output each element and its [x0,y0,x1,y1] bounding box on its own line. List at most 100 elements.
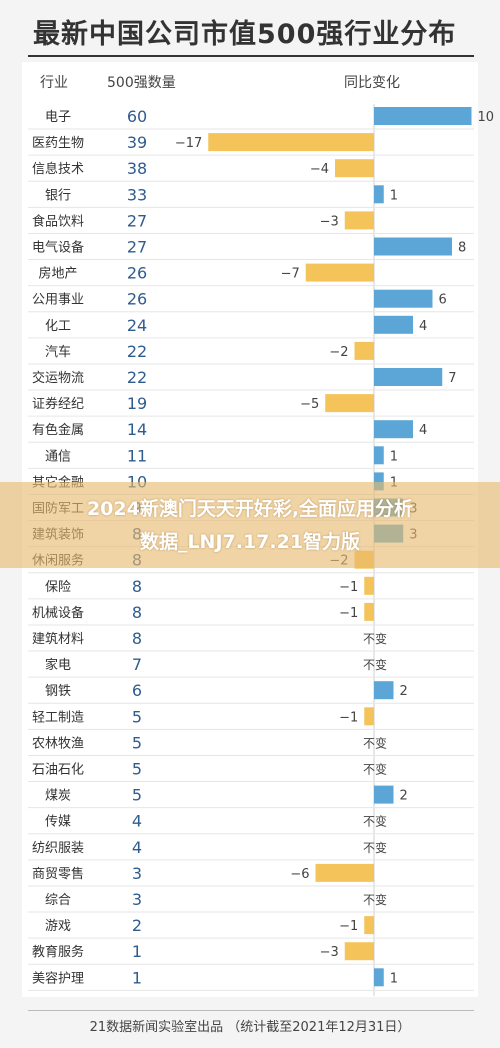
count-value: 3 [132,890,142,909]
change-bar [374,368,443,386]
count-value: 8 [132,603,142,622]
change-bar [364,576,374,595]
count-value: 5 [132,786,142,805]
count-value: 33 [127,185,147,204]
change-label: 2 [400,684,408,699]
change-label: 4 [419,319,427,334]
count-value: 26 [127,264,147,283]
category-label: 有色金属 [32,422,84,438]
category-label: 商贸零售 [32,866,84,882]
category-label: 电子 [45,110,71,125]
banner-line-2: 数据_LNJ7.17.21智力版 [139,531,361,553]
change-label: 7 [448,371,456,386]
category-label: 通信 [45,449,71,464]
change-bar [374,446,384,465]
change-bar [364,707,374,726]
change-label: 不变 [363,657,387,672]
change-bar [354,341,374,360]
change-label: −3 [320,214,339,229]
change-bar [364,602,374,621]
category-label: 电气设备 [32,240,84,256]
category-label: 公用事业 [32,293,84,308]
category-label: 医药生物 [32,136,84,151]
count-value: 1 [132,968,142,987]
change-label: −3 [320,945,339,960]
count-value: 1 [132,942,142,961]
category-label: 交运物流 [32,370,84,386]
change-label: 不变 [363,840,387,855]
count-value: 24 [127,316,147,335]
category-label: 机械设备 [32,605,84,621]
change-label: −5 [300,397,319,412]
count-value: 5 [132,707,142,726]
count-value: 8 [132,577,142,596]
change-label: −2 [329,345,348,360]
category-label: 纺织服装 [32,841,84,856]
category-label: 食品饮料 [32,213,84,229]
change-label: −1 [339,919,358,934]
change-label: 不变 [363,735,387,750]
category-label: 建筑材料 [32,631,84,647]
count-value: 6 [132,681,142,700]
change-label: −1 [339,606,358,621]
category-label: 综合 [45,893,71,908]
count-value: 60 [127,107,147,126]
change-bar [305,263,374,282]
change-label: −7 [281,267,300,282]
change-bar [374,472,384,491]
count-value: 26 [127,290,147,309]
change-bar [374,185,384,204]
category-label: 农林牧渔 [32,736,84,751]
count-value: 11 [127,446,147,465]
change-label: 不变 [363,814,387,829]
category-label: 信息技术 [32,161,84,177]
footer-divider [28,1010,474,1011]
count-value: 2 [132,916,142,935]
change-bar [335,159,374,178]
header-change: 同比变化 [344,75,400,91]
count-value: 22 [127,342,147,361]
overlay-banner: 2024新澳门天天开好彩,全面应用分析 数据_LNJ7.17.21智力版 [0,482,500,568]
count-value: 38 [127,159,147,178]
count-value: 27 [127,211,147,230]
count-value: 4 [132,838,142,857]
category-label: 煤炭 [45,789,71,804]
footer-source: 21数据新闻实验室出品 （统计截至2021年12月31日） [89,1020,411,1035]
category-label: 化工 [45,319,71,334]
count-value: 27 [127,238,147,257]
change-bar [208,133,374,152]
change-bar [325,394,374,413]
change-bar [315,863,374,882]
count-value: 3 [132,864,142,883]
category-label: 银行 [45,188,71,203]
change-label: 10 [478,110,495,125]
category-label: 汽车 [45,344,71,360]
change-label: −17 [175,136,202,151]
title-divider [28,55,474,57]
category-label: 石油石化 [32,763,84,778]
change-label: 8 [458,241,466,256]
header-count: 500强数量 [107,75,176,91]
category-label: 保险 [45,580,71,595]
count-value: 22 [127,368,147,387]
category-label: 家电 [45,657,71,673]
change-bar [344,211,374,230]
change-label: −4 [310,162,329,177]
change-label: 6 [439,293,447,308]
category-label: 教育服务 [32,944,84,960]
change-bar [344,942,374,961]
change-label: 1 [390,188,398,203]
change-label: 4 [419,423,427,438]
change-bar [364,916,374,935]
category-label: 传媒 [45,815,71,830]
category-label: 房地产 [38,266,77,282]
change-bar [374,681,394,700]
change-label: 不变 [363,892,387,907]
count-value: 5 [132,760,142,779]
change-bar [374,420,413,439]
category-label: 轻工制造 [32,710,84,725]
category-label: 证券经纪 [32,396,84,412]
change-bar [374,785,394,804]
banner-line-1: 2024新澳门天天开好彩,全面应用分析 [86,498,414,520]
change-bar [374,968,384,987]
